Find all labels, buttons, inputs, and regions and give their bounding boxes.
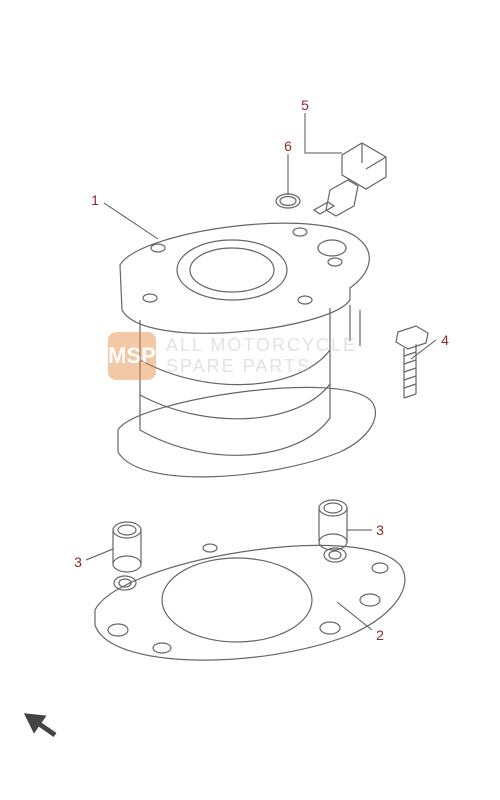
parts-diagram: MSP ALL MOTORCYCLE SPARE PARTS 1 2 3 3 4…: [0, 0, 500, 800]
callout-1: 1: [91, 192, 99, 208]
callout-4: 4: [441, 332, 449, 348]
callout-5: 5: [301, 97, 309, 113]
callout-6: 6: [284, 138, 292, 154]
callout-3a: 3: [74, 554, 82, 570]
part-bolt: [396, 326, 428, 398]
part-sensor: [314, 143, 386, 216]
part-o-ring: [276, 194, 300, 208]
part-cylinder: [118, 223, 375, 477]
part-dowel-right: [319, 500, 347, 550]
part-dowel-left: [113, 522, 141, 572]
callout-2: 2: [376, 627, 384, 643]
diagram-svg: [0, 0, 500, 800]
callout-3b: 3: [376, 522, 384, 538]
